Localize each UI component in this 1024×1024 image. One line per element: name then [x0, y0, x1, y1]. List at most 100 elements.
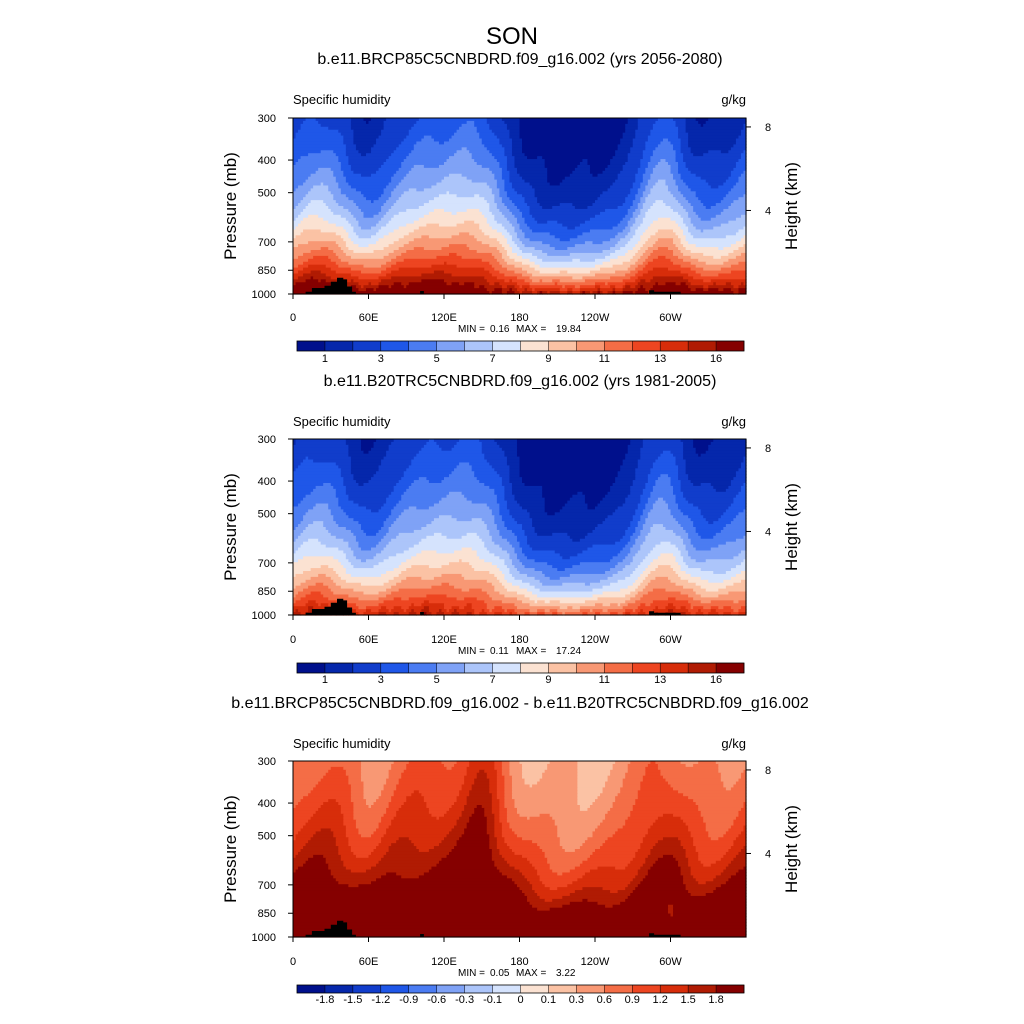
- contour-cell: [703, 123, 745, 128]
- contour-cell: [632, 138, 649, 143]
- contour-cell: [667, 162, 679, 166]
- contour-cell: [293, 594, 297, 598]
- contour-cell: [662, 837, 679, 841]
- contour-cell: [532, 279, 541, 283]
- contour-cell: [305, 118, 317, 122]
- contour-cell: [582, 276, 611, 280]
- contour-cell: [514, 805, 581, 809]
- contour-cell: [489, 840, 498, 844]
- contour-cell: [529, 258, 543, 263]
- contour-cell: [501, 200, 513, 204]
- contour-cell: [504, 226, 516, 231]
- contour-cell: [680, 147, 692, 151]
- contour-cell: [293, 822, 307, 827]
- contour-cell: [504, 485, 513, 490]
- contour-cell: [665, 606, 677, 610]
- contour-cell: [469, 819, 488, 824]
- contour-cell: [386, 518, 397, 522]
- contour-cell: [376, 878, 513, 882]
- contour-cell: [519, 123, 626, 128]
- contour-cell: [481, 538, 493, 543]
- contour-cell: [544, 609, 551, 613]
- contour-cell: [544, 851, 594, 856]
- contour-cell: [355, 144, 375, 148]
- contour-cell: [600, 500, 626, 505]
- contour-cell: [383, 524, 392, 528]
- contour-cell: [348, 840, 382, 844]
- contour-cell: [645, 250, 654, 254]
- contour-cell: [325, 857, 342, 862]
- contour-cell: [514, 881, 531, 885]
- contour-cell: [396, 787, 463, 791]
- contour-cell: [474, 285, 480, 289]
- contour-cell: [617, 579, 636, 584]
- contour-cell: [652, 258, 672, 263]
- contour-cell: [393, 229, 415, 233]
- contour-cell: [293, 132, 297, 137]
- contour-cell: [622, 559, 634, 563]
- x-tick-label: 60W: [659, 312, 682, 324]
- contour-cell: [451, 606, 460, 610]
- contour-cell: [678, 126, 687, 131]
- contour-cell: [403, 769, 468, 774]
- contour-cell: [645, 241, 656, 245]
- contour-cell: [328, 863, 344, 868]
- contour-cell: [371, 805, 390, 809]
- contour-cell: [733, 497, 747, 502]
- contour-cell: [295, 573, 319, 578]
- contour-cell: [625, 497, 641, 502]
- contour-cell: [620, 247, 634, 251]
- contour-cell: [627, 863, 644, 868]
- contour-cell: [637, 126, 654, 131]
- topography: [649, 611, 681, 615]
- contour-cell: [718, 185, 735, 189]
- contour-cell: [293, 208, 304, 213]
- contour-cell: [678, 474, 689, 478]
- contour-cell: [408, 170, 493, 175]
- contour-cell: [647, 763, 659, 768]
- contour-cell: [514, 609, 531, 613]
- colorbar-label: 5: [434, 674, 440, 686]
- contour-cell: [293, 456, 307, 461]
- contour-cell: [622, 279, 636, 283]
- contour-cell: [411, 840, 443, 844]
- contour-cell: [589, 170, 604, 175]
- contour-cell: [627, 884, 639, 888]
- contour-cell: [522, 211, 531, 216]
- contour-cell: [627, 763, 649, 768]
- contour-cell: [378, 609, 390, 613]
- contour-cell: [293, 541, 304, 546]
- contour-cell: [655, 182, 667, 187]
- contour-cell: [675, 494, 684, 499]
- contour-cell: [371, 200, 375, 204]
- contour-cell: [730, 875, 747, 879]
- contour-cell: [340, 474, 354, 478]
- contour-cell: [509, 772, 523, 777]
- contour-cell: [471, 156, 495, 160]
- contour-cell: [293, 890, 523, 894]
- contour-cell: [549, 761, 578, 765]
- contour-cell: [459, 612, 468, 616]
- contour-cell: [479, 439, 495, 443]
- contour-cell: [428, 810, 448, 815]
- contour-cell: [340, 468, 352, 472]
- contour-cell: [730, 612, 740, 616]
- contour-cell: [446, 766, 453, 771]
- contour-cell: [293, 571, 304, 575]
- contour-cell: [688, 138, 737, 143]
- contour-cell: [413, 544, 485, 549]
- contour-cell: [308, 203, 327, 207]
- contour-cell: [715, 860, 732, 865]
- contour-cell: [683, 875, 694, 879]
- contour-cell: [411, 167, 490, 172]
- contour-cell: [695, 846, 732, 850]
- y2-tick-label: 4: [765, 205, 771, 217]
- contour-cell: [685, 120, 699, 125]
- contour-cell: [383, 834, 448, 838]
- contour-cell: [486, 579, 500, 584]
- contour-cell: [484, 483, 503, 487]
- contour-cell: [700, 200, 722, 204]
- contour-cell: [685, 282, 692, 286]
- contour-cell: [524, 529, 536, 534]
- contour-cell: [725, 509, 745, 513]
